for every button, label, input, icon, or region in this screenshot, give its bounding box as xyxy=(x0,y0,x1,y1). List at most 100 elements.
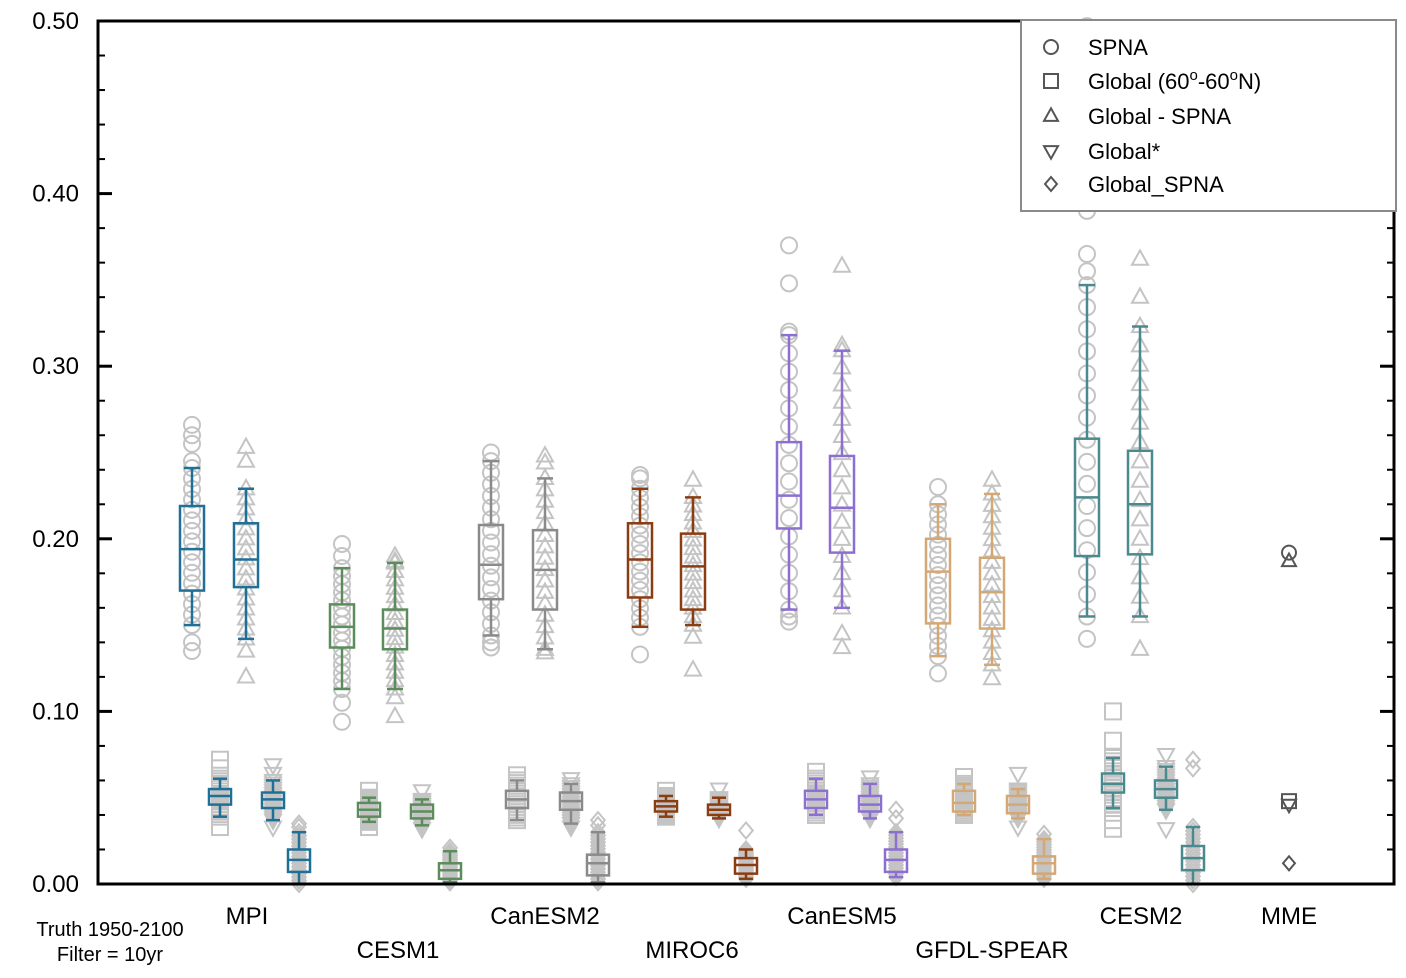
outlier-marker xyxy=(1184,750,1202,770)
iqr-box xyxy=(775,440,803,530)
member-marker xyxy=(683,529,703,547)
outlier-marker xyxy=(887,800,905,820)
legend-box xyxy=(1020,19,1397,212)
member-marker xyxy=(535,524,555,542)
mme-point-global xyxy=(1280,798,1298,815)
member-marker xyxy=(683,580,703,598)
member-marker xyxy=(290,846,308,866)
box-cesm2-global-spna xyxy=(1126,130,1154,656)
member-marker xyxy=(929,586,947,605)
plot-area: MPI CESM1 CanESM2 MIROC6 CanESM5 GFDL-SPEAR CE… xyxy=(178,17,1317,964)
model-label-gfdl-spear: GFDL-SPEAR xyxy=(915,937,1068,964)
member-marker xyxy=(832,528,852,546)
model-label-mme: MME xyxy=(1261,903,1317,930)
member-marker xyxy=(1130,528,1150,546)
member-marker xyxy=(860,779,880,798)
box-cesm2-global-spna xyxy=(1180,750,1206,894)
member-marker xyxy=(832,442,852,461)
iqr-box xyxy=(828,454,856,554)
box-canesm2-global xyxy=(558,772,584,838)
member-marker xyxy=(1130,605,1150,624)
mme-point-global xyxy=(1281,793,1297,810)
box-cesm2-global xyxy=(1100,702,1126,838)
box-mpi-global xyxy=(260,758,286,838)
box-cesm1-global xyxy=(409,784,435,840)
box-cesm1-global-spna xyxy=(437,838,463,892)
outlier-marker xyxy=(263,820,283,838)
plot-frame xyxy=(96,19,1396,886)
ytick-label: 0.00 xyxy=(32,871,79,898)
box-canesm5-global xyxy=(857,770,883,830)
iqr-box xyxy=(232,522,260,589)
outlier-marker xyxy=(780,274,798,293)
outlier-marker xyxy=(832,636,852,655)
member-marker xyxy=(683,546,703,564)
outlier-marker xyxy=(1130,638,1150,656)
outlier-marker xyxy=(535,445,555,463)
box-gfdl-spear-global xyxy=(951,767,977,824)
outlier-marker xyxy=(535,641,555,660)
member-marker xyxy=(1078,474,1096,493)
member-marker xyxy=(631,581,649,600)
member-marker xyxy=(631,562,649,581)
outlier-marker xyxy=(482,638,500,657)
outlier-marker xyxy=(183,434,201,453)
outlier-marker xyxy=(1008,766,1028,785)
member-marker xyxy=(412,792,432,811)
ytick-label: 0.10 xyxy=(32,698,79,725)
box-cesm1-global xyxy=(356,781,382,837)
member-marker xyxy=(482,545,500,564)
member-marker xyxy=(929,576,947,595)
outlier-marker xyxy=(1184,758,1202,778)
box-miroc6-global xyxy=(653,781,679,826)
member-marker xyxy=(535,547,555,565)
member-marker xyxy=(929,566,947,585)
member-marker xyxy=(832,511,852,529)
outlier-marker xyxy=(683,469,703,487)
member-marker xyxy=(183,542,201,561)
member-marker xyxy=(482,533,500,552)
outlier-marker xyxy=(236,666,256,684)
member-marker xyxy=(982,562,1002,581)
outlier-marker xyxy=(1078,629,1096,648)
member-marker xyxy=(290,871,308,891)
outlier-marker xyxy=(1156,747,1176,766)
member-marker xyxy=(1078,497,1096,516)
note-truth-period: Truth 1950-2100 xyxy=(36,919,183,941)
outlier-marker xyxy=(683,626,703,644)
outlier-marker xyxy=(1078,262,1096,281)
member-marker xyxy=(631,553,649,572)
outlier-marker xyxy=(561,772,581,790)
member-marker xyxy=(236,547,256,566)
member-marker xyxy=(482,579,500,598)
legend-degree-superscript: o xyxy=(1190,67,1198,84)
box-miroc6-global-spna xyxy=(679,469,707,677)
model-label-mpi: MPI xyxy=(226,903,269,930)
box-gfdl-spear-global xyxy=(1005,766,1031,838)
outlier-marker xyxy=(589,810,607,830)
model-group-gfdl-spear: GFDL-SPEAR xyxy=(915,469,1069,964)
member-marker xyxy=(860,777,880,795)
member-marker xyxy=(982,608,1002,626)
outlier-marker xyxy=(333,534,351,553)
member-marker xyxy=(183,563,201,582)
outlier-marker xyxy=(631,469,649,488)
member-marker xyxy=(236,628,256,646)
member-marker xyxy=(535,535,555,554)
box-miroc6-spna xyxy=(626,465,654,664)
ytick-label: 0.40 xyxy=(32,181,79,208)
model-group-mme: MME xyxy=(1261,544,1317,930)
axes: 0.00 0.10 0.20 0.30 0.40 0.50 xyxy=(32,8,1396,898)
legend-label-global-star: Global* xyxy=(1088,139,1161,164)
legend-label-global-spna: Global_SPNA xyxy=(1088,172,1224,197)
member-marker xyxy=(1130,508,1150,527)
box-mpi-global-spna xyxy=(286,814,312,894)
box-canesm2-global xyxy=(504,766,530,830)
outlier-marker xyxy=(1156,822,1176,840)
box-canesm5-global-spna xyxy=(883,800,909,887)
box-canesm2-spna xyxy=(477,443,505,657)
member-marker xyxy=(1078,519,1096,538)
member-marker xyxy=(561,777,581,795)
member-marker xyxy=(832,596,852,615)
outlier-marker xyxy=(887,808,905,828)
